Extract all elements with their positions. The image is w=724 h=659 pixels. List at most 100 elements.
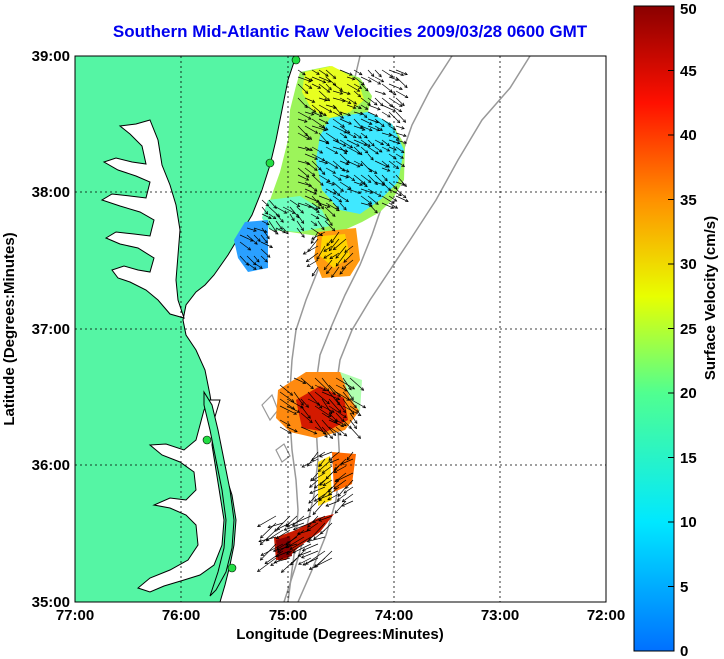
velocity-vector [328, 486, 340, 496]
velocity-vector-head [368, 121, 373, 125]
velocity-vector-head [386, 168, 391, 172]
velocity-vector [293, 391, 304, 406]
velocity-vector-head [308, 183, 313, 187]
velocity-vector-head [328, 86, 332, 91]
velocity-vector [395, 97, 405, 106]
velocity-vector [312, 515, 326, 523]
velocity-vector [318, 160, 328, 164]
velocity-vector [328, 398, 342, 413]
velocity-vector [258, 536, 277, 542]
velocity-vector [314, 419, 328, 438]
velocity-vector-head [328, 410, 333, 415]
velocity-vector-head [337, 409, 342, 413]
velocity-vector-head [341, 498, 346, 503]
velocity-vector-head [396, 141, 401, 145]
velocity-vector-head [345, 175, 350, 179]
velocity-vector-head [322, 482, 327, 486]
velocity-vector-head [357, 93, 362, 98]
velocity-vector-head [339, 271, 343, 275]
velocity-vector [325, 202, 340, 212]
velocity-vector-head [341, 124, 346, 128]
velocity-vector [304, 202, 318, 211]
velocity-vector [360, 160, 372, 173]
velocity-vector [349, 398, 366, 409]
velocity-vector [346, 139, 360, 147]
velocity-vector-head [343, 259, 348, 263]
velocity-vector [395, 188, 407, 199]
lon-tick-labels: 77:00 76:00 75:00 74:00 73:00 72:00 [56, 607, 625, 624]
velocity-vector [325, 83, 332, 91]
velocity-vector [296, 213, 304, 224]
velocity-vector-head [264, 560, 269, 565]
velocity-vector-head [377, 81, 382, 85]
velocity-vector-head [335, 205, 340, 210]
velocity-vector [306, 522, 319, 531]
velocity-vector-head [257, 238, 261, 243]
velocity-vector [318, 174, 331, 182]
velocity-vector-head [377, 107, 381, 111]
velocity-vector [260, 543, 284, 556]
velocity-vector-head [335, 255, 339, 259]
velocity-vector [360, 125, 373, 131]
colorbar-tick-label: 15 [680, 450, 697, 467]
velocity-vector [360, 104, 368, 110]
velocity-vector-head [310, 240, 314, 245]
radar-site-marker [291, 56, 301, 65]
velocity-vector [313, 529, 326, 540]
lon-tick-label: 76:00 [162, 607, 200, 624]
colorbar-label: Surface Velocity (cm/s) [702, 216, 719, 380]
velocity-vector [274, 557, 291, 563]
velocity-vector-head [297, 553, 302, 557]
velocity-vector-head [301, 547, 306, 552]
velocity-vector-head [313, 564, 318, 568]
velocity-vector-head [395, 165, 400, 170]
plot-frame [74, 55, 607, 603]
lat-tick-label: 35:00 [32, 594, 70, 611]
velocity-vector-head [367, 102, 371, 106]
velocity-vector-head [395, 136, 400, 140]
velocity-vector [388, 202, 398, 209]
velocity-vector [276, 522, 291, 530]
velocity-vector-head [304, 119, 308, 123]
velocity-vector-head [315, 215, 320, 219]
velocity-vector [297, 167, 310, 178]
velocity-vector [346, 451, 354, 461]
velocity-vector [293, 377, 306, 384]
velocity-vector-head [313, 167, 318, 171]
velocity-vector [304, 146, 313, 151]
velocity-vector [346, 83, 360, 92]
velocity-vector-head [357, 412, 362, 416]
velocity-vector [257, 557, 277, 572]
velocity-vector [367, 97, 378, 106]
velocity-vector [253, 255, 260, 263]
velocity-vector [381, 174, 388, 182]
velocity-vector-head [379, 127, 383, 131]
velocity-vector [381, 160, 390, 168]
velocity-vector [246, 234, 258, 245]
velocity-vector [314, 384, 326, 391]
velocity-vector [325, 500, 340, 507]
velocity-vector-head [264, 258, 268, 263]
y-axis-label: Latitude (Degrees:Minutes) [1, 232, 18, 425]
colorbar-tick-label: 25 [680, 321, 697, 338]
velocity-vector-head [398, 109, 403, 113]
velocity-vector-head [351, 386, 356, 390]
velocity-vector-head [324, 160, 329, 165]
velocity-vector-head [332, 246, 337, 251]
velocity-vector [318, 118, 329, 124]
velocity-vector-head [371, 142, 375, 147]
velocity-vector-head [338, 199, 343, 203]
velocity-vector-head [323, 248, 328, 252]
velocity-vector-head [325, 503, 330, 507]
velocity-vector-head [305, 174, 310, 178]
velocity-vector-head [311, 272, 316, 277]
velocity-vector-head [252, 261, 257, 266]
velocity-vector-head [267, 525, 272, 529]
velocity-vector-head [375, 151, 379, 155]
velocity-vector [335, 252, 347, 267]
velocity-vector-head [323, 266, 328, 271]
velocity-vector [381, 118, 392, 126]
velocity-vector [253, 227, 268, 233]
velocity-vector-head [317, 468, 322, 472]
velocity-vector [261, 227, 270, 239]
